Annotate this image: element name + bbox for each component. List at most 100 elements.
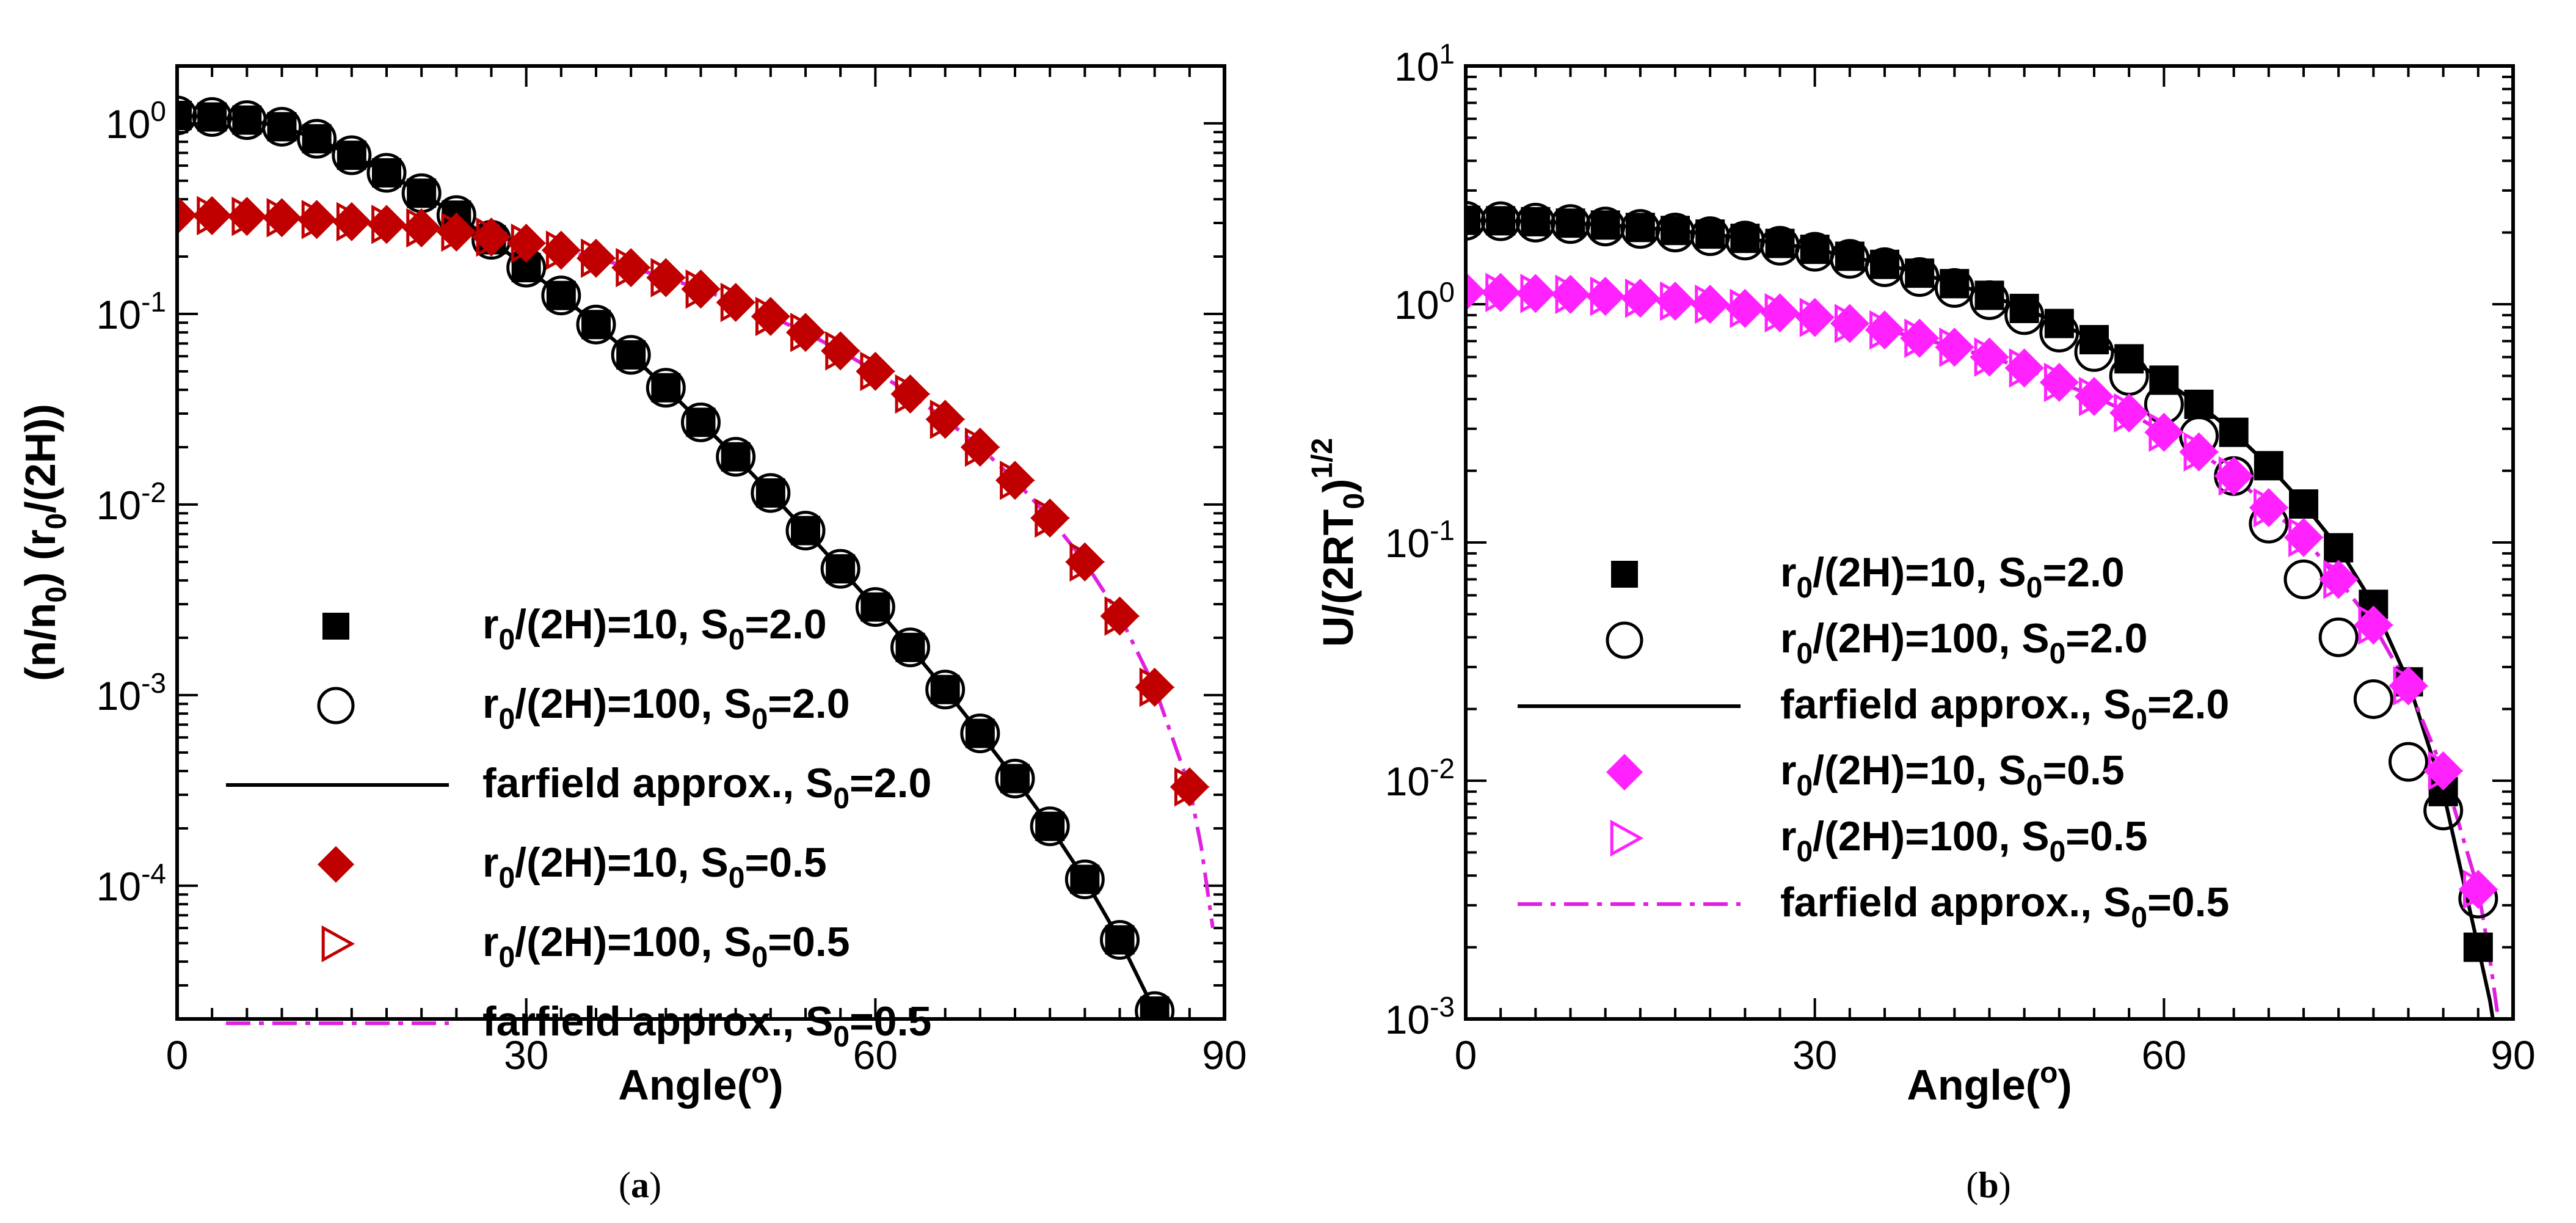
- legend-marker-1: [1611, 561, 1638, 588]
- data-point-series-2: [297, 119, 337, 159]
- series-line-6: [1466, 290, 2500, 1019]
- legend-label-5: r0/(2H)=100, S0=0.5: [1780, 813, 2148, 868]
- data-point-series-4: [821, 331, 860, 371]
- data-point-series-2: [925, 670, 966, 710]
- data-point-series-5: [231, 196, 267, 236]
- data-point-series-4: [2144, 412, 2184, 452]
- panel-caption: (a): [619, 1165, 661, 1205]
- data-point-series-2: [1030, 806, 1070, 847]
- y-tick-label: 10-3: [1385, 991, 1455, 1042]
- data-point-series-5: [895, 374, 931, 414]
- panel-caption: (b): [1966, 1165, 2010, 1205]
- y-tick-label: 100: [106, 95, 166, 147]
- data-point-series-1: [860, 592, 890, 622]
- data-point-series-1: [1765, 228, 1795, 258]
- data-point-series-5: [581, 238, 617, 278]
- data-point-series-2: [2353, 679, 2393, 719]
- data-point-series-4: [2458, 869, 2498, 909]
- data-point-series-5: [1520, 274, 1556, 313]
- data-point-series-1: [1905, 258, 1935, 288]
- data-point-series-4: [1030, 498, 1070, 538]
- data-point-series-4: [297, 200, 337, 239]
- data-point-series-1: [2184, 389, 2214, 419]
- data-point-series-5: [790, 312, 826, 352]
- data-point-series-4: [367, 205, 406, 244]
- data-point-series-2: [1585, 206, 1626, 247]
- data-point-series-4: [1970, 337, 2009, 377]
- data-point-series-2: [576, 304, 616, 345]
- data-point-series-5: [1174, 767, 1210, 807]
- data-point-series-1: [755, 478, 785, 508]
- data-point-series-4: [1065, 542, 1105, 582]
- data-point-series-2: [262, 106, 302, 147]
- data-point-series-4: [2423, 751, 2463, 790]
- data-point-series-4: [1830, 304, 1869, 343]
- data-point-series-5: [441, 212, 477, 252]
- data-point-series-5: [1625, 278, 1661, 318]
- data-point-series-4: [890, 374, 930, 414]
- plot-frame: [175, 64, 1226, 1021]
- data-point-series-5: [406, 208, 442, 248]
- data-point-series-1: [372, 158, 401, 188]
- data-point-series-4: [437, 212, 476, 252]
- data-point-series-5: [1555, 274, 1591, 315]
- data-point-series-2: [1064, 859, 1105, 899]
- data-point-series-1: [1590, 210, 1620, 240]
- data-point-series-5: [650, 258, 686, 298]
- data-point-series-2: [1899, 257, 1940, 298]
- legend-label-3: farfield approx., S0=2.0: [1780, 681, 2229, 736]
- data-point-series-4: [1865, 310, 1904, 350]
- legend-marker-1: [322, 613, 349, 640]
- legend-marker-2: [1606, 621, 1643, 659]
- data-point-series-5: [2218, 456, 2254, 496]
- data-point-series-4: [786, 313, 825, 352]
- data-point-series-5: [1939, 327, 1975, 367]
- data-point-series-5: [1660, 281, 1696, 321]
- data-point-series-2: [611, 335, 651, 375]
- data-point-series-2: [751, 473, 791, 513]
- data-point-series-4: [856, 351, 895, 391]
- data-point-series-5: [371, 205, 407, 244]
- data-point-series-2: [2389, 742, 2428, 782]
- data-point-series-1: [1000, 764, 1030, 794]
- data-point-series-4: [716, 282, 755, 322]
- data-point-series-5: [616, 247, 652, 288]
- y-tick-label: 10-1: [96, 286, 166, 337]
- data-point-series-2: [1551, 204, 1590, 244]
- data-point-series-1: [616, 340, 646, 370]
- data-point-series-5: [1069, 542, 1105, 582]
- x-axis-label: Angle(o): [618, 1057, 783, 1109]
- data-point-series-5: [1834, 304, 1870, 343]
- data-point-series-2: [1934, 268, 1974, 308]
- data-point-series-5: [720, 282, 756, 323]
- legend-marker-5: [321, 925, 355, 963]
- data-point-series-5: [1904, 318, 1940, 358]
- data-point-series-5: [301, 200, 337, 239]
- data-point-series-5: [2009, 348, 2045, 388]
- legend-marker-4: [1606, 754, 1643, 790]
- data-point-series-5: [197, 195, 233, 236]
- plot-area: [177, 95, 1215, 1019]
- data-point-series-4: [1690, 285, 1730, 324]
- data-point-series-5: [266, 198, 302, 238]
- data-point-series-4: [1551, 274, 1590, 314]
- data-point-series-2: [855, 587, 895, 627]
- data-point-series-1: [2254, 451, 2283, 481]
- data-point-series-2: [2039, 312, 2079, 352]
- data-point-series-5: [1869, 310, 1905, 350]
- data-point-series-1: [1661, 216, 1690, 246]
- x-tick-label: 0: [1455, 1032, 1477, 1078]
- data-point-series-1: [1486, 206, 1516, 236]
- legend-marker-2: [317, 687, 355, 725]
- data-point-series-1: [1070, 864, 1100, 894]
- y-tick-label: 10-2: [1385, 753, 1455, 804]
- data-point-series-5: [825, 331, 861, 371]
- y-tick-label: 100: [1394, 276, 1455, 327]
- x-tick-label: 30: [1792, 1032, 1837, 1078]
- data-point-series-1: [721, 442, 751, 472]
- data-point-series-5: [511, 223, 547, 263]
- data-point-series-5: [2183, 432, 2219, 472]
- data-point-series-5: [2043, 362, 2079, 403]
- data-point-series-1: [686, 407, 716, 437]
